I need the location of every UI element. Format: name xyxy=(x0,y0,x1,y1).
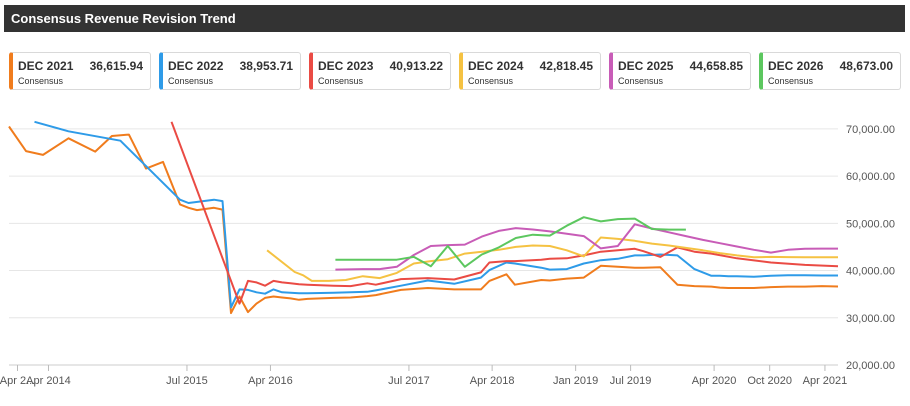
legend-card-dec-2024[interactable]: DEC 2024 42,818.45 Consensus xyxy=(459,52,601,90)
chart-header: Consensus Revenue Revision Trend xyxy=(4,5,905,32)
y-tick-label: 40,000.00 xyxy=(846,266,895,278)
x-tick-label: Apr 2016 xyxy=(248,375,293,387)
legend-card-label: DEC 2021 xyxy=(18,59,74,73)
legend-card-sublabel: Consensus xyxy=(768,76,814,86)
legend-card-value: 44,658.85 xyxy=(689,59,743,73)
x-tick-label: Jan 2019 xyxy=(553,375,598,387)
legend-card-label: DEC 2023 xyxy=(318,59,374,73)
series-line-dec-2022 xyxy=(34,120,838,309)
legend-card-dec-2023[interactable]: DEC 2023 40,913.22 Consensus xyxy=(309,52,451,90)
legend-card-value: 40,913.22 xyxy=(389,59,443,73)
series-line-dec-2021 xyxy=(8,125,839,315)
x-tick-label: Jul 2017 xyxy=(388,375,430,387)
legend-card-value: 48,673.00 xyxy=(839,59,893,73)
y-tick-label: 30,000.00 xyxy=(846,313,895,325)
legend-card-label: DEC 2024 xyxy=(468,59,524,73)
legend-card-sublabel: Consensus xyxy=(468,76,514,86)
y-tick-label: 20,000.00 xyxy=(846,360,895,372)
x-tick-label: Apr 2... xyxy=(0,375,35,387)
x-tick-label: Apr 2020 xyxy=(692,375,737,387)
series-line-dec-2026 xyxy=(335,216,686,268)
legend-card-sublabel: Consensus xyxy=(318,76,364,86)
legend-card-dec-2022[interactable]: DEC 2022 38,953.71 Consensus xyxy=(159,52,301,90)
x-tick-label: Jul 2015 xyxy=(166,375,208,387)
legend-card-value: 42,818.45 xyxy=(539,59,593,73)
y-tick-label: 70,000.00 xyxy=(846,124,895,136)
chart-title: Consensus Revenue Revision Trend xyxy=(11,11,236,26)
legend-card-sublabel: Consensus xyxy=(618,76,664,86)
legend-card-sublabel: Consensus xyxy=(18,76,64,86)
legend-card-dec-2025[interactable]: DEC 2025 44,658.85 Consensus xyxy=(609,52,751,90)
legend-card-dec-2026[interactable]: DEC 2026 48,673.00 Consensus xyxy=(759,52,901,90)
legend-card-label: DEC 2025 xyxy=(618,59,674,73)
y-tick-label: 50,000.00 xyxy=(846,218,895,230)
x-tick-label: Jul 2019 xyxy=(610,375,652,387)
legend-card-label: DEC 2026 xyxy=(768,59,824,73)
x-tick-label: Apr 2014 xyxy=(26,375,71,387)
x-tick-label: Oct 2020 xyxy=(747,375,792,387)
legend-card-dec-2021[interactable]: DEC 2021 36,615.94 Consensus xyxy=(9,52,151,90)
y-tick-label: 60,000.00 xyxy=(846,171,895,183)
series-line-dec-2025 xyxy=(335,223,838,271)
legend-card-label: DEC 2022 xyxy=(168,59,224,73)
x-tick-label: Apr 2021 xyxy=(803,375,848,387)
legend-card-sublabel: Consensus xyxy=(168,76,214,86)
legend-card-value: 38,953.71 xyxy=(239,59,293,73)
series-line-dec-2024 xyxy=(266,236,838,282)
legend-card-value: 36,615.94 xyxy=(89,59,143,73)
x-tick-label: Apr 2018 xyxy=(470,375,515,387)
